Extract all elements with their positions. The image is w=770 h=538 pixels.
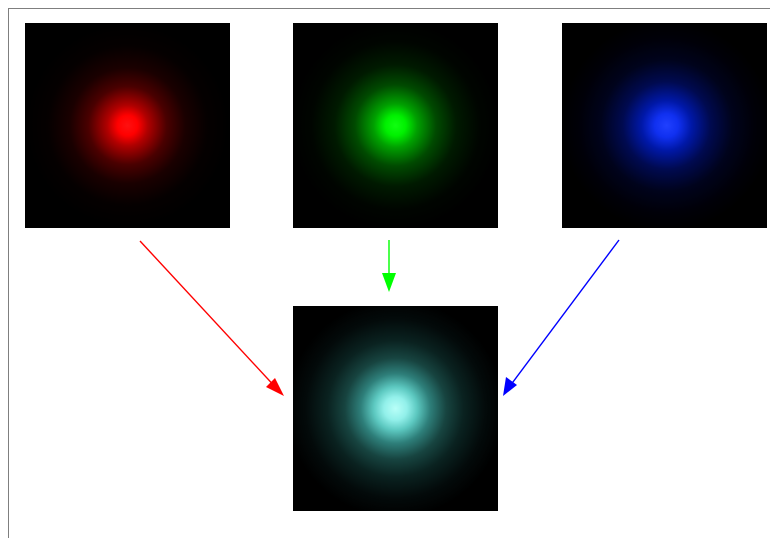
- red-channel-image: [25, 23, 230, 228]
- blue-glow: [562, 23, 767, 228]
- red-glow: [25, 23, 230, 228]
- blue-channel-image: [562, 23, 767, 228]
- green-glow: [293, 23, 498, 228]
- green-channel-image: [293, 23, 498, 228]
- composite-image: [293, 306, 498, 511]
- composite-glow: [293, 306, 498, 511]
